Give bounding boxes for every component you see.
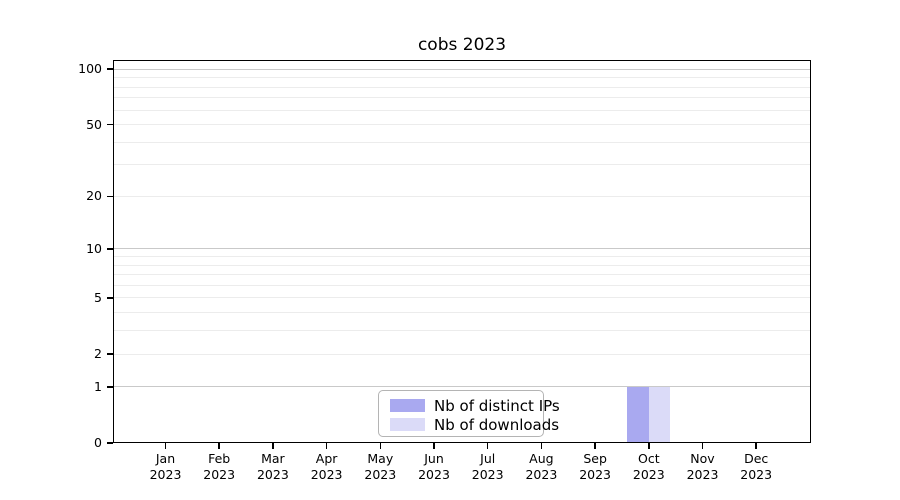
gridline-minor [113, 274, 811, 276]
gridline-minor [113, 284, 811, 286]
y-tick-mark [107, 297, 113, 299]
x-tick-label: May 2023 [364, 451, 397, 482]
x-tick-label: Jul 2023 [471, 451, 504, 482]
x-tick-mark [540, 443, 543, 449]
y-tick-label: 5 [94, 289, 102, 305]
gridline-major [113, 386, 811, 388]
gridline-major [113, 68, 811, 70]
legend-item-distinct-ips: Nb of distinct IPs [390, 396, 560, 415]
plot-area [113, 60, 811, 443]
x-tick-label: Dec 2023 [740, 451, 773, 482]
x-tick-mark [701, 443, 704, 449]
y-tick-label: 10 [86, 240, 102, 256]
y-tick-label: 2 [94, 346, 102, 362]
x-tick-mark [218, 443, 220, 449]
gridline-minor [113, 264, 811, 266]
y-tick-mark [107, 248, 113, 250]
legend-item-downloads: Nb of downloads [390, 415, 559, 434]
gridline-minor [113, 77, 811, 79]
x-tick-mark [648, 443, 650, 449]
y-tick-label: 20 [86, 188, 102, 204]
x-tick-label: Aug 2023 [525, 451, 558, 482]
x-tick-label: Nov 2023 [686, 451, 719, 482]
gridline-minor [113, 195, 811, 197]
y-tick-label: 100 [78, 61, 102, 77]
y-tick-mark [107, 68, 113, 70]
x-tick-mark [433, 443, 435, 449]
y-tick-mark [107, 353, 113, 355]
x-tick-label: Apr 2023 [310, 451, 343, 482]
gridline-minor [113, 86, 811, 88]
gridline-minor [113, 256, 811, 257]
x-tick-mark [325, 443, 328, 449]
x-tick-label: Feb 2023 [203, 451, 236, 482]
legend-swatch-downloads [390, 418, 425, 431]
y-tick-mark [107, 195, 113, 198]
x-tick-mark [272, 443, 274, 449]
bar-distinct-ips [627, 386, 649, 443]
gridline-minor [113, 164, 811, 166]
x-tick-mark [164, 443, 167, 449]
x-tick-mark [755, 443, 757, 449]
gridline-minor [113, 353, 811, 355]
gridline-minor [113, 312, 811, 314]
gridline-minor [113, 97, 811, 99]
gridline-minor [113, 141, 811, 143]
x-tick-label: Sep 2023 [579, 451, 611, 482]
legend-label-downloads: Nb of downloads [434, 415, 560, 434]
y-tick-mark [107, 386, 113, 388]
y-tick-mark [107, 442, 113, 444]
x-tick-label: Jun 2023 [418, 451, 450, 482]
y-tick-label: 1 [94, 378, 102, 394]
y-tick-label: 50 [86, 116, 102, 132]
legend-label-distinct-ips: Nb of distinct IPs [434, 396, 560, 415]
x-tick-label: Oct 2023 [632, 451, 665, 482]
legend-swatch-distinct-ips [390, 399, 425, 412]
x-tick-mark [486, 443, 489, 449]
gridline-minor [113, 297, 811, 299]
x-tick-label: Jan 2023 [149, 451, 182, 482]
bar-downloads [648, 386, 671, 443]
gridline-major [113, 248, 811, 250]
gridline-minor [113, 109, 811, 111]
legend: Nb of distinct IPs Nb of downloads [378, 390, 560, 437]
x-tick-label: Mar 2023 [256, 451, 289, 482]
gridline-minor [113, 124, 811, 126]
chart-title: cobs 2023 [417, 35, 507, 55]
gridline-minor [113, 330, 811, 332]
y-tick-mark [107, 123, 113, 126]
y-tick-label: 0 [94, 435, 102, 450]
x-tick-mark [594, 443, 596, 449]
x-tick-mark [379, 443, 382, 449]
